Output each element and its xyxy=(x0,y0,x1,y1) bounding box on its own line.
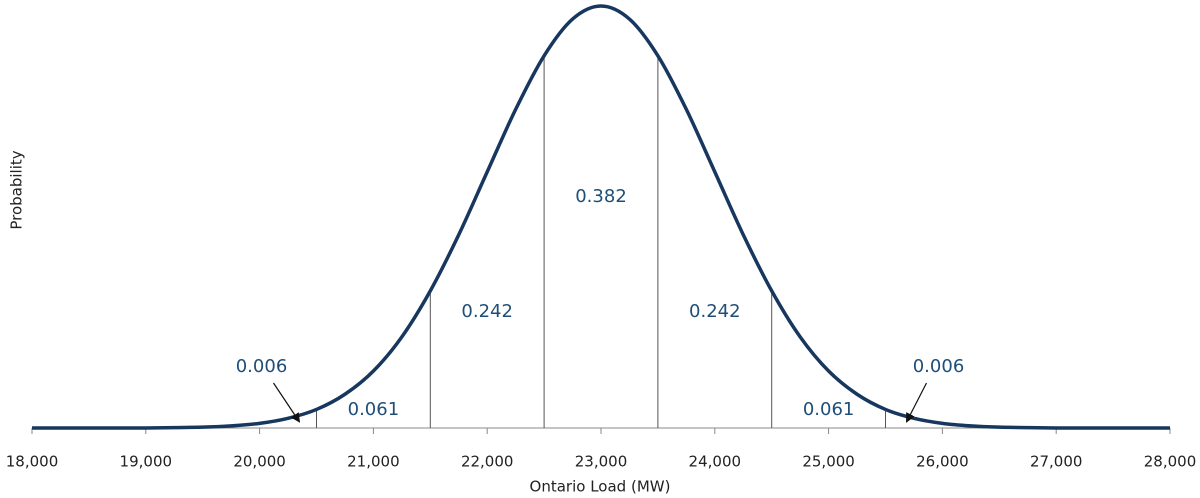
region-label: 0.242 xyxy=(689,301,741,322)
x-tick-label: 28,000 xyxy=(1144,453,1197,471)
x-tick-label: 21,000 xyxy=(347,453,400,471)
region-label: 0.006 xyxy=(236,356,288,377)
x-tick-label: 25,000 xyxy=(802,453,855,471)
region-label: 0.382 xyxy=(575,186,627,207)
arrow xyxy=(905,382,928,423)
region-label: 0.242 xyxy=(461,301,513,322)
x-tick-label: 26,000 xyxy=(916,453,969,471)
x-tick-label: 23,000 xyxy=(575,453,628,471)
region-label: 0.061 xyxy=(803,399,855,420)
y-axis-label: Probability xyxy=(8,150,26,229)
x-tick-label: 22,000 xyxy=(461,453,514,471)
x-tick-label: 27,000 xyxy=(1030,453,1083,471)
x-tick-label: 20,000 xyxy=(233,453,286,471)
x-tick-label: 18,000 xyxy=(6,453,59,471)
x-tick-label: 19,000 xyxy=(120,453,173,471)
arrow xyxy=(273,382,301,423)
x-tick-label: 24,000 xyxy=(689,453,742,471)
region-label: 0.006 xyxy=(913,356,965,377)
x-axis-label: Ontario Load (MW) xyxy=(530,478,671,496)
region-label: 0.061 xyxy=(348,399,400,420)
curve xyxy=(32,4,1170,430)
